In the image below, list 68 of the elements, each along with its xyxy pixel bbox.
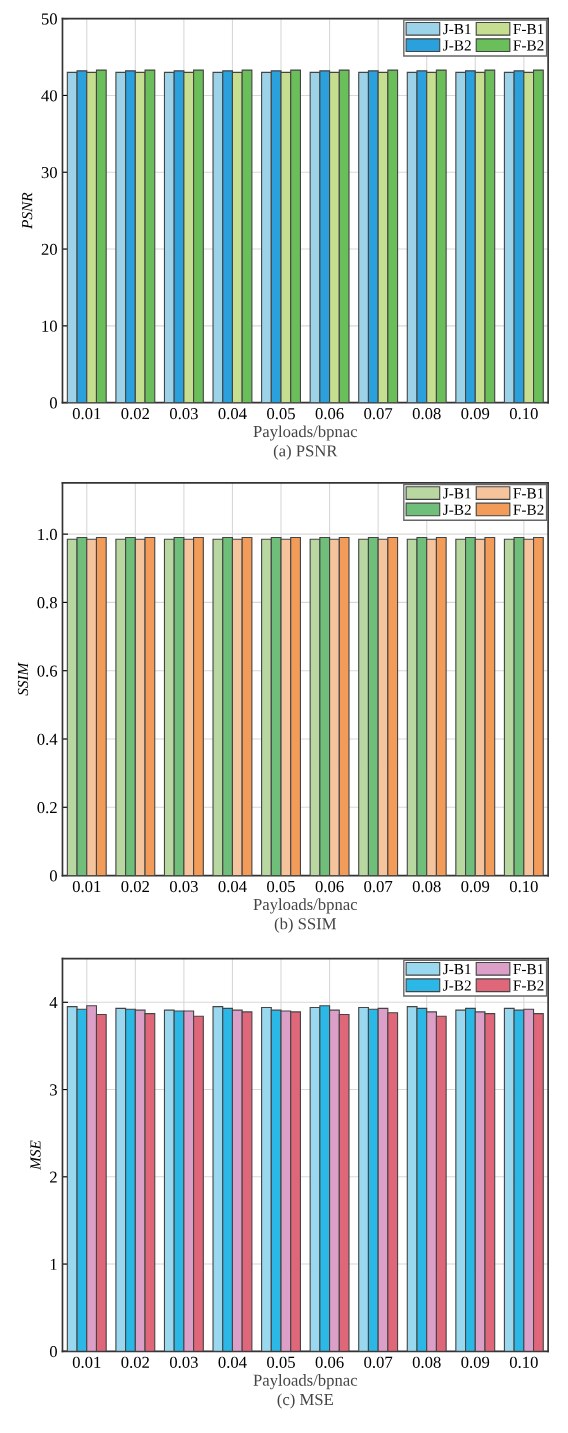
y-tick-label: 0.2 bbox=[37, 801, 57, 814]
x-tick-label: 0.10 bbox=[509, 880, 538, 893]
x-tick-label: 0.01 bbox=[72, 1356, 101, 1368]
y-axis-title: SSIM bbox=[17, 661, 29, 696]
x-tick-label: 0.03 bbox=[169, 408, 198, 420]
legend-label: J-B2 bbox=[443, 40, 471, 51]
x-tick-label: 0.03 bbox=[169, 880, 198, 893]
x-axis-title: Payloads/bpnac bbox=[253, 898, 358, 914]
text: (c) MSE bbox=[277, 1393, 333, 1409]
y-tick-label: 4 bbox=[49, 997, 58, 1009]
x-tick-label: 0.02 bbox=[121, 880, 149, 893]
y-tick-label: 40 bbox=[41, 90, 57, 102]
x-tick-label: 0.07 bbox=[364, 408, 393, 420]
x-tick-label: 0.04 bbox=[218, 408, 247, 420]
y-tick-label: 20 bbox=[41, 243, 57, 255]
x-tick-label: 0.08 bbox=[412, 880, 441, 893]
legend-label: J-B1 bbox=[443, 964, 471, 975]
x-tick-label: 0.06 bbox=[315, 408, 344, 420]
x-tick-label: 0.07 bbox=[364, 1356, 393, 1368]
y-axis-title: MSE bbox=[30, 1140, 41, 1171]
x-tick-label: 0.02 bbox=[121, 408, 149, 420]
x-tick-label: 0.05 bbox=[267, 408, 295, 420]
y-tick-label: 2 bbox=[50, 1171, 57, 1183]
x-tick-label: 0.09 bbox=[461, 880, 490, 893]
x-tick-label: 0.03 bbox=[169, 1356, 198, 1368]
y-tick-label: 0.6 bbox=[37, 665, 58, 677]
y-tick-label: 0 bbox=[49, 870, 57, 882]
x-tick-label: 0.01 bbox=[72, 408, 101, 420]
y-tick-label: 30 bbox=[41, 166, 57, 179]
legend-label: J-B1 bbox=[443, 23, 471, 35]
y-tick-label: 1 bbox=[50, 1258, 57, 1270]
x-tick-label: 0.10 bbox=[509, 1356, 538, 1368]
x-tick-label: 0.05 bbox=[267, 880, 295, 893]
x-tick-label: 0.09 bbox=[461, 408, 490, 420]
y-tick-label: 0 bbox=[49, 397, 57, 409]
legend-label: J-B1 bbox=[443, 488, 471, 499]
legend-label: J-B2 bbox=[443, 980, 471, 991]
x-tick-label: 0.08 bbox=[412, 408, 441, 420]
x-tick-label: 0.01 bbox=[72, 880, 101, 893]
y-tick-label: 1.0 bbox=[38, 528, 57, 541]
x-tick-label: 0.07 bbox=[364, 880, 393, 893]
x-tick-label: 0.06 bbox=[315, 880, 344, 893]
y-tick-label: 3 bbox=[50, 1084, 57, 1096]
x-tick-label: 0.04 bbox=[218, 880, 247, 893]
legend-label: F-B2 bbox=[513, 504, 544, 515]
legend-label: F-B2 bbox=[513, 980, 544, 991]
text: (b) SSIM bbox=[274, 917, 337, 933]
y-axis-title: PSNR bbox=[22, 192, 33, 229]
y-tick-label: 0 bbox=[49, 1346, 57, 1358]
legend-label: F-B1 bbox=[513, 964, 544, 975]
legend-label: J-B2 bbox=[443, 504, 471, 515]
legend-label: F-B1 bbox=[513, 23, 544, 35]
x-axis-title: Payloads/bpnac bbox=[253, 1374, 358, 1390]
legend-label: F-B2 bbox=[513, 40, 544, 51]
x-tick-label: 0.08 bbox=[412, 1356, 441, 1368]
x-tick-label: 0.04 bbox=[218, 1356, 247, 1368]
y-tick-label: 0.4 bbox=[37, 733, 58, 746]
y-tick-label: 10 bbox=[42, 320, 57, 332]
x-tick-label: 0.05 bbox=[267, 1356, 295, 1368]
x-tick-label: 0.10 bbox=[509, 408, 538, 420]
legend-label: F-B1 bbox=[513, 488, 544, 499]
y-tick-label: 0.8 bbox=[37, 597, 57, 609]
x-tick-label: 0.09 bbox=[461, 1356, 490, 1368]
x-tick-label: 0.02 bbox=[121, 1356, 149, 1368]
y-tick-label: 50 bbox=[41, 13, 57, 25]
x-tick-label: 0.06 bbox=[315, 1356, 344, 1368]
text: (a) PSNR bbox=[273, 444, 338, 460]
x-axis-title: Payloads/bpnac bbox=[253, 425, 358, 441]
